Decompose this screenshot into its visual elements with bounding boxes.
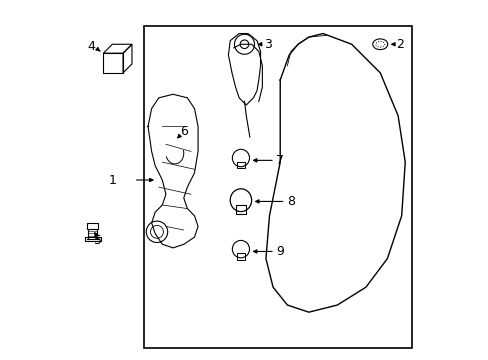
Text: 8: 8 [286, 195, 294, 208]
Text: 9: 9 [276, 245, 284, 258]
Bar [144, 26, 411, 348]
Text: 6: 6 [180, 125, 187, 138]
Bar [84, 237, 101, 242]
Bar [236, 253, 244, 260]
Text: 2: 2 [395, 38, 403, 51]
Bar [87, 223, 98, 229]
Text: 1: 1 [108, 174, 116, 186]
Text: 4: 4 [87, 40, 95, 53]
Bar [103, 53, 123, 73]
Bar [235, 205, 246, 214]
Bar [236, 162, 244, 168]
Text: 3: 3 [263, 38, 271, 51]
Text: 5: 5 [94, 234, 102, 247]
Text: 7: 7 [276, 154, 284, 167]
